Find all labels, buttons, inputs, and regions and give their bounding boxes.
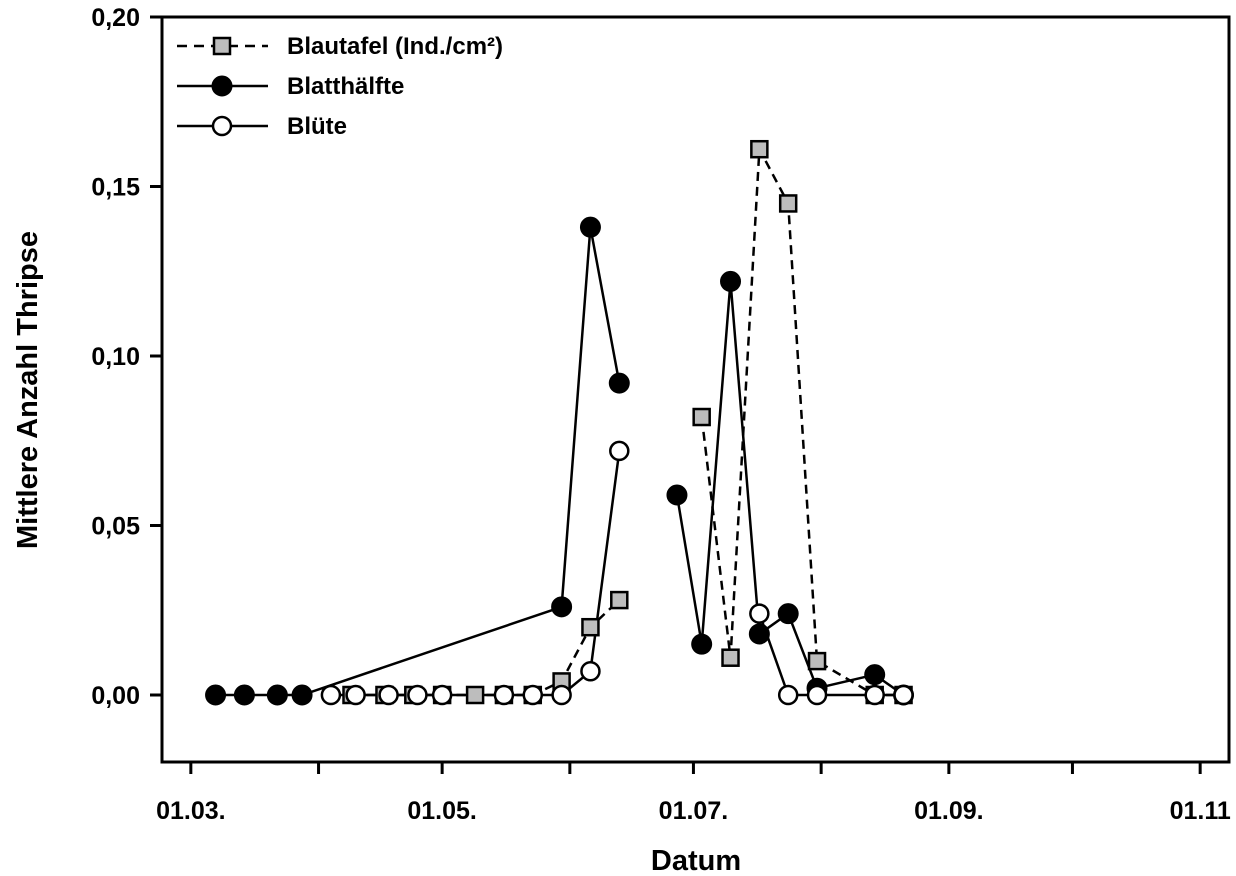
data-point xyxy=(608,372,630,394)
data-point xyxy=(407,684,428,706)
data-point xyxy=(581,617,600,637)
series-1 xyxy=(351,144,904,697)
data-point xyxy=(777,684,799,706)
data-point xyxy=(378,684,399,706)
data-point xyxy=(551,596,573,618)
data-point xyxy=(777,603,799,625)
data-point xyxy=(345,684,366,706)
data-point xyxy=(778,194,798,213)
series-1-markers xyxy=(342,139,913,705)
data-point xyxy=(493,684,515,706)
data-point xyxy=(431,684,453,706)
series-3-markers xyxy=(320,440,914,706)
plot-frame xyxy=(160,15,1231,764)
data-point xyxy=(749,603,770,624)
series-2 xyxy=(215,226,905,697)
x-tick-label: 01.09. xyxy=(914,797,984,825)
data-point xyxy=(864,664,886,686)
data-point xyxy=(721,648,740,667)
series-3-line-2 xyxy=(758,613,904,697)
legend-swatch-marker xyxy=(211,115,233,137)
legend-swatch-marker xyxy=(212,36,232,56)
data-point xyxy=(609,440,630,462)
y-tick-label: 0,15 xyxy=(91,174,140,202)
data-point xyxy=(465,685,485,705)
x-tick-label: 01.11 xyxy=(1170,797,1231,825)
legend-item-2: Blatthälfte xyxy=(177,73,404,100)
x-tick-label: 01.03. xyxy=(156,797,226,825)
data-point xyxy=(893,684,914,706)
data-point xyxy=(551,684,572,706)
data-point xyxy=(580,661,601,682)
legend-item-3: Blüte xyxy=(177,113,347,140)
legend-label: Blatthälfte xyxy=(287,73,404,100)
data-point xyxy=(720,270,742,292)
series-2-line-2 xyxy=(675,281,905,697)
x-axis-title: Datum xyxy=(651,845,741,876)
legend-label: Blautafel (Ind./cm²) xyxy=(287,33,503,60)
data-point xyxy=(320,684,342,706)
series-3-line-1 xyxy=(330,450,621,697)
y-tick-label: 0,00 xyxy=(91,682,140,710)
data-point xyxy=(266,684,288,706)
data-point xyxy=(666,484,688,506)
data-point xyxy=(205,684,227,706)
data-point xyxy=(233,684,255,706)
data-point xyxy=(864,684,885,706)
data-point xyxy=(691,633,713,655)
legend-label: Blüte xyxy=(287,113,347,140)
data-point xyxy=(748,623,770,645)
legend-swatch-marker xyxy=(211,75,233,97)
y-tick-label: 0,20 xyxy=(91,4,140,32)
data-point xyxy=(807,651,827,671)
data-point xyxy=(522,684,544,706)
series-2-markers xyxy=(205,216,915,706)
data-point xyxy=(806,684,828,706)
x-tick-label: 01.05. xyxy=(407,797,477,825)
y-tick-label: 0,05 xyxy=(91,513,140,541)
data-point xyxy=(610,590,629,610)
data-point xyxy=(692,407,711,427)
data-point xyxy=(291,684,313,706)
data-point xyxy=(750,139,769,159)
data-point xyxy=(579,216,601,238)
series-2-line-1 xyxy=(215,226,621,697)
y-axis-title: Mittlere Anzahl Thripse xyxy=(12,231,44,549)
series-1-line-2 xyxy=(700,144,904,697)
y-tick-label: 0,10 xyxy=(91,343,140,371)
legend-item-1: Blautafel (Ind./cm²) xyxy=(177,33,503,60)
x-tick-label: 01.07. xyxy=(659,797,729,825)
